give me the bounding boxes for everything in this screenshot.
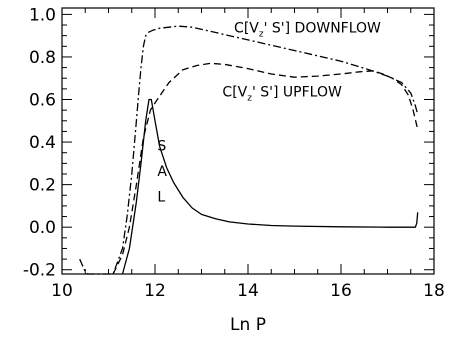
sal-label-a: A [157,164,167,180]
y-tick-label: 0.4 [29,133,56,153]
y-tick-label: 1.0 [29,5,56,25]
y-tick-label: -0.2 [23,261,56,281]
annotation-downflow: C[Vz' S'] DOWNFLOW [234,20,381,39]
upflow-curve [112,62,419,275]
sal-label-s: S [157,139,166,155]
x-tick-label: 14 [237,281,259,301]
x-tick-label: 16 [330,281,352,301]
x-axis-title: Ln P [230,315,266,335]
plot-frame [61,7,435,275]
sal-label-l: L [157,190,165,206]
y-tick-label: 0.0 [29,218,56,238]
annotations: C[Vz' S'] DOWNFLOW C[Vz' S'] UPFLOW S A … [157,20,381,205]
downflow-curve [79,25,419,275]
x-tick-label: 10 [51,281,73,301]
y-tick-label: 0.2 [29,176,56,196]
axes [61,7,435,275]
ticks: 10 12 14 16 18 -0.2 0.0 0.2 0.4 0.6 0.8 1.0 [23,5,445,301]
annotation-upflow: C[Vz' S'] UPFLOW [222,84,342,103]
series-layer [79,25,419,275]
sal-curve [121,98,419,275]
x-tick-label: 12 [144,281,166,301]
x-tick-label: 18 [423,281,445,301]
y-tick-label: 0.8 [29,48,56,68]
y-tick-label: 0.6 [29,91,56,111]
